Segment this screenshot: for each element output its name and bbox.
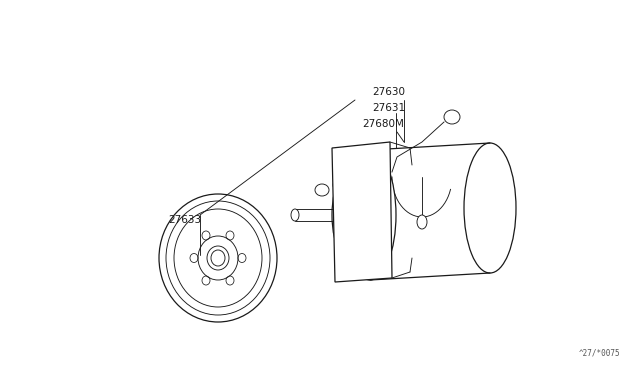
Ellipse shape xyxy=(350,190,376,240)
Ellipse shape xyxy=(344,150,396,280)
Ellipse shape xyxy=(207,246,229,270)
Text: 27631: 27631 xyxy=(372,103,405,113)
Ellipse shape xyxy=(332,156,394,274)
Ellipse shape xyxy=(356,202,370,228)
Ellipse shape xyxy=(315,184,329,196)
Text: ^27/*0075: ^27/*0075 xyxy=(579,349,620,358)
Ellipse shape xyxy=(340,171,386,259)
Ellipse shape xyxy=(333,179,347,191)
Text: 27633: 27633 xyxy=(168,215,201,225)
Text: 27680M: 27680M xyxy=(362,119,404,129)
Polygon shape xyxy=(332,142,392,282)
Ellipse shape xyxy=(291,209,299,221)
Ellipse shape xyxy=(417,215,427,229)
Text: 27630: 27630 xyxy=(372,87,405,97)
